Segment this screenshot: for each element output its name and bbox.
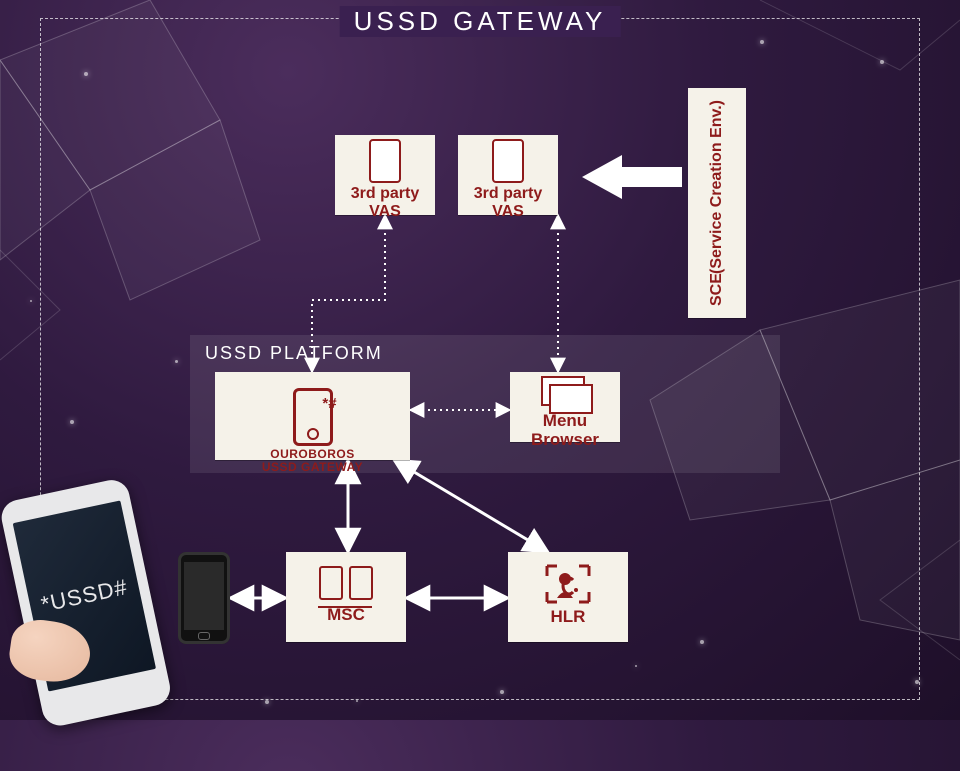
node-label: HLR bbox=[508, 608, 628, 627]
node-hlr: HLR bbox=[508, 552, 628, 642]
node-label: VAS bbox=[492, 203, 524, 220]
platform-title: USSD PLATFORM bbox=[205, 343, 383, 364]
edge-sce-vas bbox=[582, 155, 682, 199]
phone-icon bbox=[369, 139, 401, 183]
phone-icon bbox=[293, 388, 333, 446]
node-label: 3rd party bbox=[474, 185, 542, 202]
hlr-icon bbox=[508, 564, 628, 602]
node-vas-2: 3rd partyVAS bbox=[458, 135, 558, 215]
node-label: 3rd party bbox=[351, 185, 419, 202]
node-label: MSC bbox=[286, 606, 406, 625]
phone-icon bbox=[492, 139, 524, 183]
gateway-title: USSD GATEWAY bbox=[340, 6, 621, 37]
node-menu-browser: MenuBrowser bbox=[510, 372, 620, 442]
node-label: OUROBOROS bbox=[270, 447, 355, 461]
node-label: Browser bbox=[531, 430, 599, 449]
node-msc: MSC bbox=[286, 552, 406, 642]
browser-icon bbox=[541, 376, 589, 410]
node-label: SCE bbox=[708, 274, 726, 307]
node-label: VAS bbox=[369, 203, 401, 220]
node-vas-1: 3rd partyVAS bbox=[335, 135, 435, 215]
node-handset bbox=[178, 552, 230, 644]
node-ouroboros: OUROBOROSUSSD GATEWAY bbox=[215, 372, 410, 460]
node-label: USSD GATEWAY bbox=[262, 460, 363, 474]
msc-icon bbox=[286, 566, 406, 600]
node-sce: SCE(Service Creation Env.) bbox=[688, 88, 746, 318]
node-label: (Service Creation Env.) bbox=[708, 100, 726, 274]
